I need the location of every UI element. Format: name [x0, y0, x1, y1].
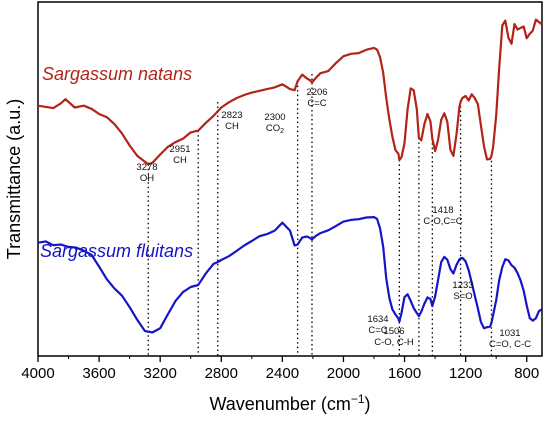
annotation-2951-line-0: 2951 [169, 144, 190, 155]
x-tick-label-1200: 1200 [449, 365, 482, 382]
annotation-2823-line-1: CH [225, 121, 239, 132]
y-axis-title: Transmittance (a.u.) [4, 99, 24, 259]
annotation-1233-line-0: 1233 [452, 280, 473, 291]
annotation-2300-line-0: 2300 [264, 112, 285, 123]
plot-border [37, 1, 543, 357]
x-axis-title: Wavenumber (cm−1) [209, 392, 370, 414]
annotation-1634-line-0: 1634 [367, 314, 388, 325]
axis-labels: Wavenumber (cm−1) Transmittance (a.u.) [4, 99, 371, 414]
annotation-1506-line-1: C-O, C-H [374, 337, 414, 348]
x-tick-label-2800: 2800 [205, 365, 238, 382]
x-tick-label-2000: 2000 [327, 365, 360, 382]
annotation-3278-line-0: 3278 [136, 162, 157, 173]
annotation-guide-lines [147, 74, 493, 356]
series-label-fluitans: Sargassum fluitans [40, 241, 193, 261]
annotation-2206-line-1: C=C [307, 98, 326, 109]
x-tick-label-2400: 2400 [266, 365, 299, 382]
x-axis-ticks: 4000 3600 3200 2800 2400 2000 1600 1200 800 [21, 356, 539, 382]
plot-frame [37, 1, 543, 357]
annotation-1031-line-0: 1031 [499, 328, 520, 339]
annotation-layer: 3278OH2951CH2823CH2300CO22206C=C1634C=C1… [136, 87, 531, 350]
x-axis-title-exponent: −1 [351, 392, 365, 406]
x-tick-label-4000: 4000 [21, 365, 54, 382]
x-axis-title-close: ) [365, 394, 371, 414]
annotation-2951-line-1: CH [173, 155, 187, 166]
series-label-natans: Sargassum natans [42, 64, 192, 84]
x-tick-label-1600: 1600 [388, 365, 421, 382]
annotation-1031-line-1: C=O, C-C [489, 339, 531, 350]
annotation-subscript: 2 [280, 128, 284, 135]
annotation-1418-line-0: 1418 [432, 205, 453, 216]
annotation-1233-line-1: S=O [453, 291, 472, 302]
x-tick-label-3600: 3600 [82, 365, 115, 382]
annotation-1506-line-0: 1506 [383, 326, 404, 337]
series-layer: Sargassum natans Sargassum fluitans [37, 18, 543, 334]
x-tick-label-800: 800 [514, 365, 539, 382]
series-line-natans [37, 18, 543, 166]
annotation-1634-line-1: C=C [368, 325, 387, 336]
series-line-fluitans [37, 216, 543, 334]
annotation-2206-line-0: 2206 [306, 87, 327, 98]
annotation-2300-line-1: CO2 [266, 123, 284, 135]
annotation-1418-line-1: C-O,C=C [423, 216, 462, 227]
annotation-3278-line-1: OH [140, 173, 154, 184]
annotation-2823-line-0: 2823 [221, 110, 242, 121]
x-tick-label-3200: 3200 [143, 365, 176, 382]
